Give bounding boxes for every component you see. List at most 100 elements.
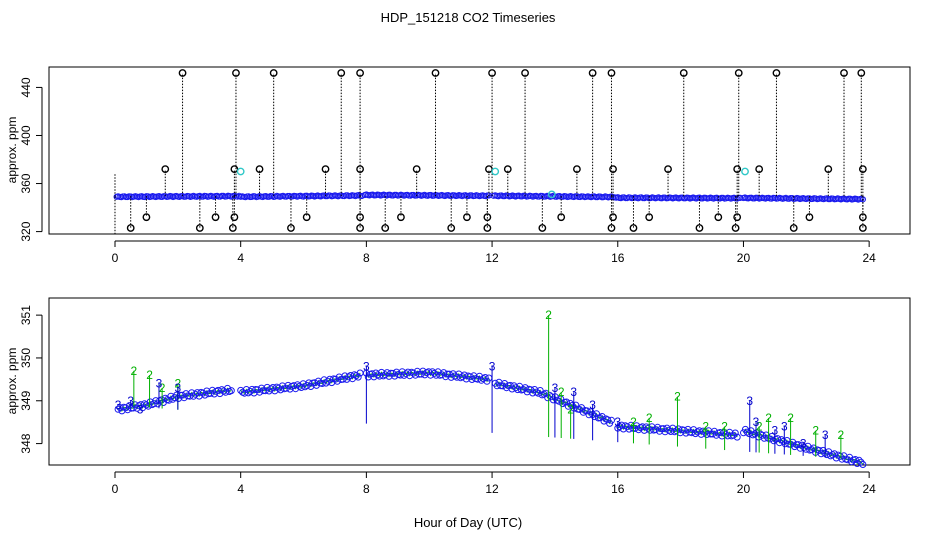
spike-high-point: [488, 69, 496, 77]
trend-point: [318, 380, 326, 387]
top-panel-frame: [48, 66, 911, 235]
spike-high-point: [431, 69, 440, 77]
series-3-label: 3: [781, 419, 788, 433]
trend-point: [794, 441, 802, 449]
trend-point: [481, 374, 489, 381]
bottom-panel-frame: [48, 297, 911, 466]
spike-mid-point: [161, 165, 170, 174]
spike-mid-point: [824, 165, 833, 174]
spike-mid-point: [664, 165, 672, 174]
x-tick-label: 24: [862, 251, 876, 265]
x-tick-label: 12: [485, 482, 499, 496]
trend-point: [598, 413, 606, 420]
spike-high-point: [679, 69, 688, 77]
trend-point: [731, 429, 739, 437]
trend-point: [810, 444, 818, 452]
spike-high-point: [521, 69, 529, 77]
x-tick-label: 4: [237, 251, 244, 265]
trend-point: [536, 387, 544, 394]
series-3-label: 3: [174, 381, 181, 395]
trend-point: [851, 456, 859, 463]
series-3-label: 3: [489, 360, 496, 374]
x-tick-label: 8: [363, 251, 370, 265]
x-tick-label: 20: [737, 251, 751, 265]
spike-low2-point: [645, 213, 654, 222]
y-tick-label: 351: [19, 305, 33, 325]
spike-high-point: [356, 69, 364, 77]
trend-point: [227, 387, 235, 395]
trend-point: [857, 458, 865, 466]
x-tick-label: 4: [237, 482, 244, 496]
spike-low-point: [356, 224, 364, 232]
spike-low-point: [695, 224, 704, 232]
series-2-label: 2: [674, 389, 681, 403]
spike-low2-point: [733, 213, 742, 222]
trend-point: [830, 450, 838, 458]
trend-point: [559, 400, 567, 408]
spike-high-point: [840, 69, 848, 77]
spike-low2-point: [714, 213, 723, 222]
series-3-label: 3: [746, 394, 753, 408]
spike-low-point: [789, 224, 798, 232]
spike-low2-point: [397, 213, 405, 222]
top-y-axis-label: approx. ppm: [5, 117, 19, 184]
spike-high-point: [178, 69, 187, 77]
cyan-point: [741, 167, 749, 176]
spike-mid-point: [485, 165, 493, 174]
series-2-label: 2: [765, 411, 772, 425]
spike-mid-point: [321, 165, 330, 174]
trend-point: [563, 398, 570, 406]
series-3-label: 3: [772, 424, 779, 438]
trend-point: [533, 388, 540, 396]
trend-point: [604, 416, 612, 424]
spike-low-point: [126, 224, 135, 232]
x-tick-label: 8: [363, 482, 370, 496]
top-panel-axes: 0 4 8 12 16 20 24 320 360 400 440: [19, 77, 876, 265]
series-2-label: 2: [630, 415, 637, 429]
x-axis-label: Hour of Day (UTC): [414, 515, 522, 530]
series-2-label: 2: [756, 419, 763, 433]
y-tick-label: 360: [19, 173, 33, 193]
trend-point: [855, 456, 863, 464]
chart-title: HDP_151218 CO2 Timeseries: [381, 10, 556, 25]
bottom-y-axis-label: approx. ppm: [5, 348, 19, 415]
series-2-label: 2: [567, 402, 574, 416]
cyan-point: [236, 167, 245, 176]
cyan-point: [547, 190, 556, 199]
trend-point: [579, 408, 587, 416]
series-2-label: 2: [702, 419, 709, 433]
trend-point: [729, 431, 737, 439]
series-2-label: 2: [558, 385, 565, 399]
spike-high-point: [772, 69, 781, 77]
spike-mid-point: [503, 165, 512, 174]
spike-mid-point: [858, 165, 867, 174]
x-tick-label: 20: [737, 482, 751, 496]
spike-low-point: [731, 224, 740, 232]
spike-mid-point: [356, 165, 364, 174]
series-3-label: 3: [570, 385, 577, 399]
spike-high-point: [232, 69, 240, 77]
trend-point: [789, 438, 797, 446]
spike-mid-point: [609, 165, 617, 174]
trend-point: [512, 384, 520, 392]
trend-point: [593, 410, 600, 418]
trend-point: [753, 429, 761, 437]
spike-low2-point: [211, 213, 220, 222]
series-3-label: 3: [115, 398, 122, 412]
y-tick-label: 440: [19, 77, 33, 97]
trend-point: [572, 401, 580, 409]
series-2-label: 2: [721, 419, 728, 433]
spike-low-point: [538, 224, 547, 232]
spike-low2-point: [557, 213, 566, 222]
spike-low-point: [483, 224, 492, 232]
trend-point: [339, 375, 347, 383]
spike-low-point: [447, 224, 456, 232]
series-3-label: 3: [137, 402, 144, 416]
spike-low2-point: [463, 213, 471, 222]
spike-low2-point: [609, 213, 617, 222]
spike-low2-point: [302, 213, 311, 222]
bottom-panel-axes: 0 4 8 12 16 20 24 348 349 350 351: [19, 305, 876, 496]
series-3-label: 3: [363, 360, 370, 374]
